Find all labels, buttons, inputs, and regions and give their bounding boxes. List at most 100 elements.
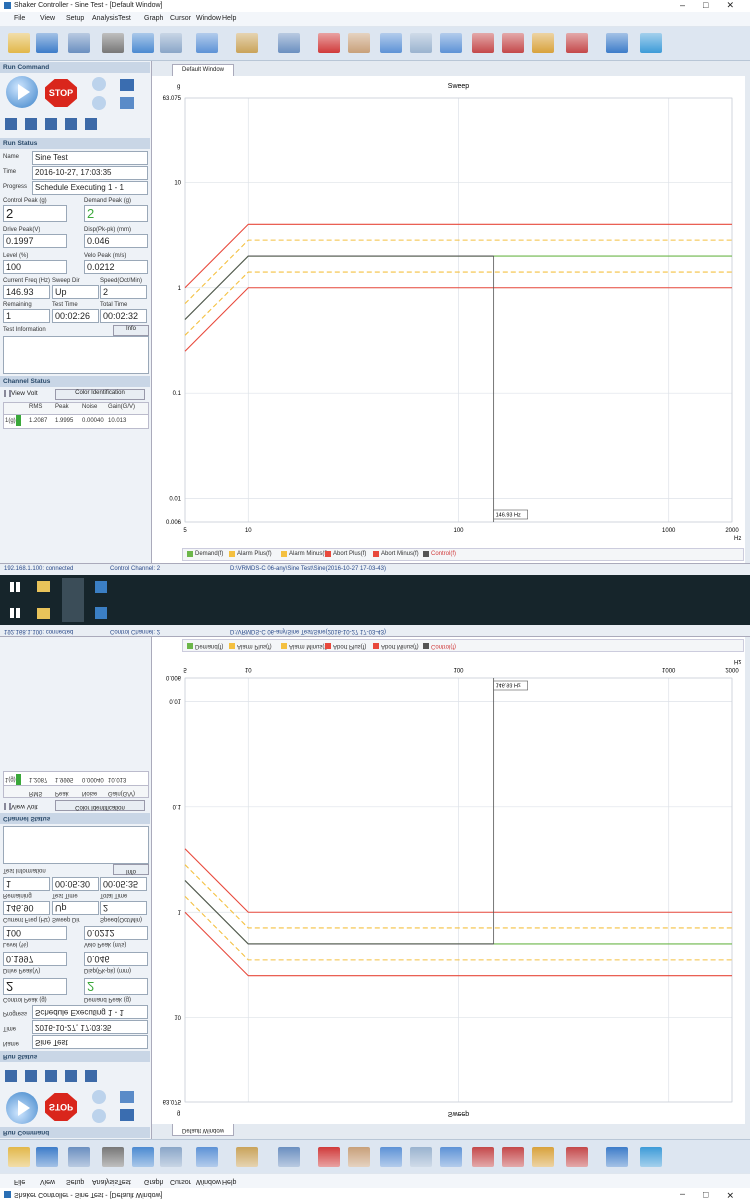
tab[interactable]: Default Window <box>172 64 234 76</box>
menu-item[interactable]: View <box>40 1178 56 1185</box>
legend-swatch[interactable] <box>187 643 193 649</box>
start-button[interactable] <box>10 608 20 618</box>
menu-item[interactable]: View <box>40 15 56 22</box>
menu-item[interactable]: Cursor <box>170 15 192 22</box>
level-down-button[interactable] <box>120 1091 134 1103</box>
stop-button[interactable]: STOP <box>45 1093 77 1121</box>
toolbar-button[interactable] <box>278 1147 300 1167</box>
toolbar-button[interactable] <box>502 33 524 53</box>
menu-item[interactable]: Help <box>222 15 237 22</box>
legend-swatch[interactable] <box>281 643 287 649</box>
toolbar-button[interactable] <box>102 1147 124 1167</box>
toolbar-button[interactable] <box>566 33 588 53</box>
legend-swatch[interactable] <box>373 551 379 557</box>
toolbar-button[interactable] <box>532 33 554 53</box>
color-id-button[interactable]: Color Identification <box>55 800 145 811</box>
sweep-buttons[interactable] <box>5 118 97 130</box>
toolbar-button[interactable] <box>36 1147 58 1167</box>
toolbar-button[interactable] <box>36 33 58 53</box>
menu-item[interactable]: Window <box>196 15 221 22</box>
toolbar-button[interactable] <box>472 1147 494 1167</box>
app-task-icon[interactable] <box>62 578 84 600</box>
level-down-button[interactable] <box>120 97 134 109</box>
window-controls[interactable]: –□✕ <box>680 0 750 10</box>
start-button[interactable] <box>10 582 20 592</box>
legend-swatch[interactable] <box>229 551 235 557</box>
toolbar-button[interactable] <box>132 33 154 53</box>
menu-item[interactable]: File <box>14 1178 26 1185</box>
legend-swatch[interactable] <box>229 643 235 649</box>
menu-item[interactable]: Test <box>118 1178 131 1185</box>
toolbar-button[interactable] <box>132 1147 154 1167</box>
toolbar-button[interactable] <box>380 1147 402 1167</box>
toolbar-button[interactable] <box>440 1147 462 1167</box>
toolbar-button[interactable] <box>440 33 462 53</box>
menu-item[interactable]: Help <box>222 1178 237 1185</box>
toolbar-button[interactable] <box>8 33 30 53</box>
legend-swatch[interactable] <box>281 551 287 557</box>
toolbar-button[interactable] <box>102 33 124 53</box>
menu-item[interactable]: Graph <box>144 15 164 22</box>
legend-swatch[interactable] <box>325 551 331 557</box>
level-up-button[interactable] <box>120 79 134 91</box>
app-task-icon[interactable] <box>95 607 107 619</box>
window-controls[interactable]: –□✕ <box>680 1190 750 1200</box>
app-task-icon[interactable] <box>95 581 107 593</box>
toolbar-button[interactable] <box>236 33 258 53</box>
toolbar-button[interactable] <box>606 1147 628 1167</box>
menu-item[interactable]: File <box>14 15 26 22</box>
level-up-button[interactable] <box>120 1109 134 1121</box>
menu-item[interactable]: Analysis <box>92 15 119 22</box>
toolbar-button[interactable] <box>160 1147 182 1167</box>
pause-button[interactable] <box>92 77 106 91</box>
toolbar-button[interactable] <box>348 33 370 53</box>
toolbar-button[interactable] <box>318 1147 340 1167</box>
toolbar-button[interactable] <box>606 33 628 53</box>
info-button[interactable]: Info <box>113 864 149 875</box>
toolbar-button[interactable] <box>640 1147 662 1167</box>
toolbar-button[interactable] <box>68 1147 90 1167</box>
view-volt-checkbox[interactable]: View Volt <box>4 390 38 397</box>
menu-item[interactable]: Cursor <box>170 1178 192 1185</box>
sweep-buttons[interactable] <box>5 1070 97 1082</box>
toolbar-button[interactable] <box>472 33 494 53</box>
toolbar-button[interactable] <box>8 1147 30 1167</box>
toolbar-button[interactable] <box>318 33 340 53</box>
toolbar-button[interactable] <box>566 1147 588 1167</box>
tab[interactable]: Default Window <box>172 1124 234 1136</box>
view-volt-checkbox[interactable]: View Volt <box>4 803 38 810</box>
menu-item[interactable]: Setup <box>66 15 85 22</box>
app-task-icon[interactable] <box>62 600 84 622</box>
toolbar-button[interactable] <box>502 1147 524 1167</box>
menu-item[interactable]: Graph <box>144 1178 164 1185</box>
color-id-button[interactable]: Color Identification <box>55 389 145 400</box>
legend-swatch[interactable] <box>325 643 331 649</box>
toolbar-button[interactable] <box>380 33 402 53</box>
toolbar-button[interactable] <box>196 33 218 53</box>
menu-item[interactable]: Setup <box>66 1178 85 1185</box>
info-button[interactable]: Info <box>113 325 149 336</box>
toolbar-button[interactable] <box>410 1147 432 1167</box>
toolbar-button[interactable] <box>410 33 432 53</box>
resume-button[interactable] <box>92 96 106 110</box>
toolbar-button[interactable] <box>236 1147 258 1167</box>
explorer-icon[interactable] <box>37 608 50 619</box>
pause-button[interactable] <box>92 1109 106 1123</box>
legend-swatch[interactable] <box>423 643 429 649</box>
menu-item[interactable]: Analysis <box>92 1178 119 1185</box>
menu-item[interactable]: Test <box>118 15 131 22</box>
legend-swatch[interactable] <box>187 551 193 557</box>
toolbar-button[interactable] <box>278 33 300 53</box>
play-button[interactable] <box>6 1092 38 1124</box>
toolbar-button[interactable] <box>640 33 662 53</box>
stop-button[interactable]: STOP <box>45 79 77 107</box>
explorer-icon[interactable] <box>37 581 50 592</box>
toolbar-button[interactable] <box>532 1147 554 1167</box>
legend-swatch[interactable] <box>373 643 379 649</box>
toolbar-button[interactable] <box>160 33 182 53</box>
toolbar-button[interactable] <box>68 33 90 53</box>
toolbar-button[interactable] <box>348 1147 370 1167</box>
toolbar-button[interactable] <box>196 1147 218 1167</box>
play-button[interactable] <box>6 76 38 108</box>
legend-swatch[interactable] <box>423 551 429 557</box>
